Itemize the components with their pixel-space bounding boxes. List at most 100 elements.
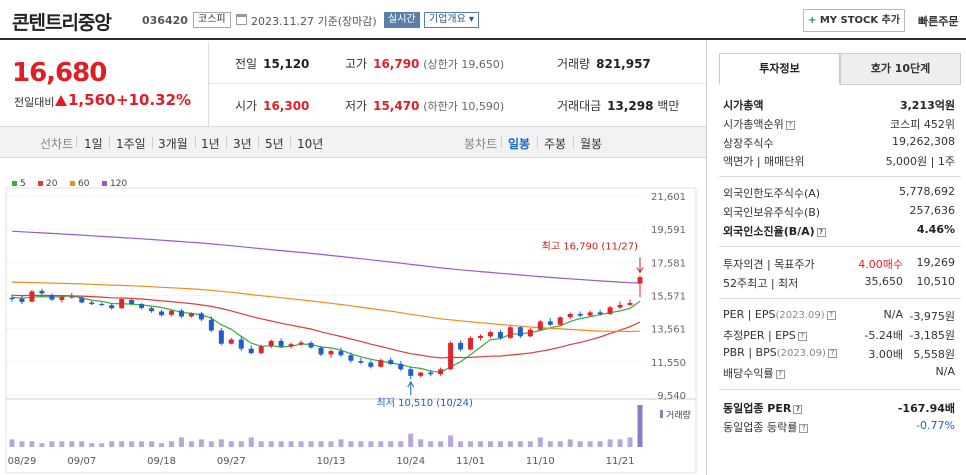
tab-orderbook[interactable]: 호가 10단계 bbox=[840, 53, 961, 85]
candle-body bbox=[487, 332, 493, 337]
candle-body bbox=[567, 313, 573, 318]
y-tick-label: 9,540 bbox=[657, 391, 686, 402]
change-label: 전일대비 bbox=[14, 96, 55, 109]
period-1d[interactable]: 1일 bbox=[84, 137, 103, 151]
row-label: 동일업종 등락률? bbox=[723, 419, 809, 435]
period-10y[interactable]: 10년 bbox=[297, 137, 324, 151]
volume-bar bbox=[348, 441, 354, 447]
volume-bar bbox=[378, 441, 384, 447]
candle-body bbox=[537, 321, 543, 330]
candle-body bbox=[208, 319, 214, 331]
volume-bar bbox=[19, 441, 25, 447]
row-value: 코스피 452위 bbox=[890, 118, 955, 131]
stat-sub: (하한가 10,590) bbox=[423, 100, 505, 113]
legend-ma20: 20 bbox=[38, 179, 57, 189]
x-tick-label: 09/18 bbox=[147, 456, 176, 467]
row-value: -3,185원 bbox=[909, 329, 955, 342]
est-per-eps-label: 추정PER | EPS bbox=[723, 329, 796, 342]
candle-weekly[interactable]: 주봉 bbox=[544, 137, 567, 151]
candle-daily[interactable]: 일봉 bbox=[508, 137, 531, 151]
calendar-icon bbox=[236, 14, 247, 25]
add-mystock-button[interactable]: + MY STOCK 추가 bbox=[803, 9, 905, 32]
quick-order-link[interactable]: 빠른주문 bbox=[918, 15, 959, 28]
candle-body bbox=[268, 340, 274, 347]
price-chart[interactable]: 21,601 19,591 17,581 15,571 13,561 11,550 9,54… bbox=[0, 160, 706, 475]
period-3y[interactable]: 3년 bbox=[233, 137, 252, 151]
candle-body bbox=[19, 298, 25, 302]
invest-info-panel: 투자정보 호가 10단계 시가총액 3,213억원 시가총액순위? 코스피 452위… bbox=[706, 40, 966, 475]
period-5y[interactable]: 5년 bbox=[265, 137, 284, 151]
help-icon[interactable]: ? bbox=[827, 348, 837, 358]
realtime-button[interactable]: 실시간 bbox=[384, 12, 420, 28]
row-face-value: 액면가 | 매매단위 5,000원 | 1주 bbox=[723, 153, 955, 171]
company-name: 콘텐트리중앙 bbox=[12, 12, 112, 34]
candle-body bbox=[458, 342, 464, 350]
volume-bar bbox=[238, 441, 244, 447]
help-icon[interactable]: ? bbox=[793, 404, 803, 414]
volume-bar bbox=[478, 441, 484, 447]
ma120-line bbox=[11, 230, 641, 284]
candle-body bbox=[149, 308, 155, 312]
volume-bar bbox=[218, 439, 224, 447]
x-tick-label: 08/29 bbox=[8, 456, 37, 467]
help-icon[interactable]: ? bbox=[816, 227, 826, 237]
volume-bar bbox=[268, 441, 274, 447]
volume-bar bbox=[368, 441, 374, 447]
stat-value: 821,957 bbox=[596, 57, 651, 71]
company-info-dropdown[interactable]: 기업개요 ▾ bbox=[424, 12, 480, 28]
period-1y[interactable]: 1년 bbox=[201, 137, 220, 151]
stats-divider bbox=[209, 83, 706, 84]
period-3m[interactable]: 3개월 bbox=[158, 137, 188, 151]
volume-bar bbox=[577, 441, 583, 447]
candle-body bbox=[587, 312, 593, 316]
candle-chart-label: 봉차트 bbox=[464, 137, 498, 151]
volume-bar bbox=[388, 441, 394, 447]
x-tick-label: 11/01 bbox=[456, 456, 485, 467]
candle-body bbox=[9, 297, 15, 300]
row-mid: 3.00배 bbox=[868, 348, 903, 361]
y-tick-label: 19,591 bbox=[651, 225, 686, 236]
dividend-label: 배당수익률 bbox=[723, 367, 774, 380]
legend-ma5: 5 bbox=[12, 179, 26, 189]
row-label: 투자의견 | 목표주가 bbox=[723, 258, 815, 271]
stat-label: 전일 bbox=[235, 57, 258, 71]
row-value: -0.77% bbox=[916, 419, 955, 432]
volume-bar bbox=[318, 441, 324, 447]
row-value: 4.46% bbox=[916, 223, 955, 236]
candle-body bbox=[328, 351, 334, 355]
help-icon[interactable]: ? bbox=[797, 331, 807, 341]
period-1w[interactable]: 1주일 bbox=[116, 137, 146, 151]
candle-body bbox=[139, 304, 145, 308]
row-label: 배당수익률? bbox=[723, 365, 785, 381]
help-icon[interactable]: ? bbox=[775, 369, 785, 379]
sector-rate-label: 동일업종 등락률 bbox=[723, 421, 798, 434]
help-icon[interactable]: ? bbox=[826, 310, 836, 320]
volume-bar bbox=[139, 441, 145, 447]
row-mid: -5.24배 bbox=[864, 329, 903, 342]
candle-body bbox=[378, 360, 384, 367]
help-icon[interactable]: ? bbox=[799, 423, 809, 433]
candle-body bbox=[59, 296, 65, 300]
volume-bar bbox=[517, 441, 523, 447]
x-tick-label: 10/24 bbox=[396, 456, 425, 467]
volume-bar bbox=[308, 441, 314, 447]
volume-bar bbox=[487, 441, 493, 447]
row-label: PER | EPS(2023.09)? bbox=[723, 308, 836, 321]
candle-body bbox=[438, 369, 444, 375]
stat-label: 거래대금 bbox=[557, 99, 602, 113]
stat-value: 15,470 bbox=[373, 99, 420, 113]
stat-value: 13,298 bbox=[607, 99, 654, 113]
volume-bar bbox=[408, 433, 414, 447]
help-icon[interactable]: ? bbox=[785, 120, 795, 130]
candle-body bbox=[228, 339, 234, 344]
candle-body bbox=[238, 339, 244, 349]
volume-label: 거래량 bbox=[666, 409, 691, 421]
candle-body bbox=[278, 340, 284, 347]
stock-header: 콘텐트리중앙 036420 코스피 2023.11.27 기준(장마감) 실시간… bbox=[0, 0, 966, 40]
candle-monthly[interactable]: 월봉 bbox=[580, 137, 603, 151]
stat-value: 15,120 bbox=[263, 57, 310, 71]
row-value: 5,000원 | 1주 bbox=[885, 155, 955, 168]
tab-invest-info[interactable]: 투자정보 bbox=[719, 53, 840, 85]
volume-bar bbox=[617, 439, 623, 447]
volume-bar bbox=[109, 441, 115, 447]
